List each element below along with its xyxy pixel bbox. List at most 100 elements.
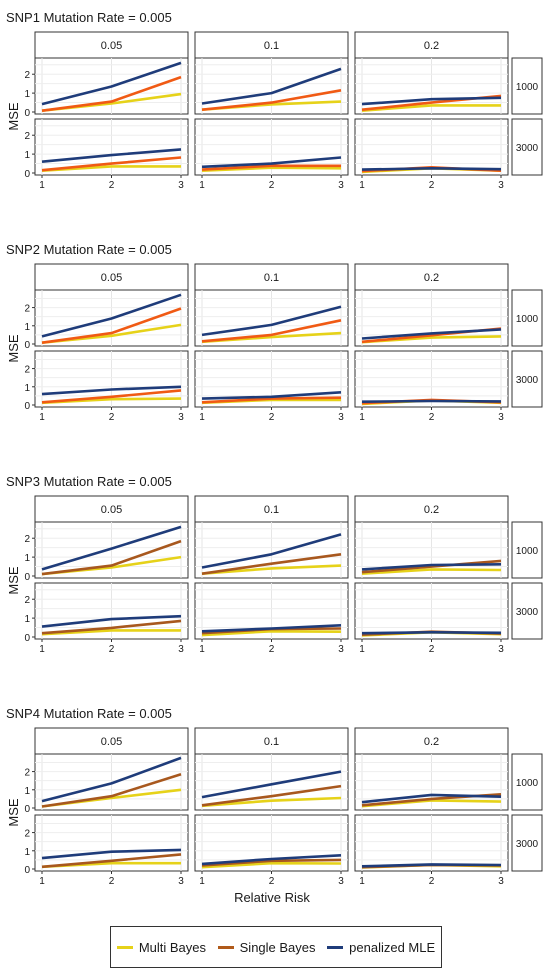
facet-label-col: 0.05 [101, 40, 122, 52]
x-tick-label: 1 [199, 412, 205, 423]
x-tick-label: 3 [338, 876, 344, 887]
facet-label-row: 3000 [516, 839, 539, 850]
series-line-single [201, 89, 342, 111]
y-tick-label: 0 [24, 865, 30, 876]
legend-swatch-penalized-mle [327, 945, 344, 949]
facet-label-col: 0.1 [264, 504, 279, 516]
panel-0.1-3000: 1 2 3 [194, 582, 349, 655]
panel-0.2-3000: 1 2 3 [354, 814, 509, 887]
facet-strip-row [511, 582, 543, 640]
series-line-mle [201, 533, 342, 569]
facet-strip-col [34, 263, 189, 291]
y-tick-label: 1 [24, 614, 30, 625]
x-tick-label: 1 [359, 876, 365, 887]
facet-strip-col [34, 31, 189, 59]
panel-0.2-3000: 1 2 3 [354, 582, 509, 655]
x-tick-label: 1 [199, 876, 205, 887]
series-line-single [201, 396, 342, 404]
y-tick-label: 2 [24, 304, 30, 315]
panel-0.2-1000 [354, 57, 509, 115]
legend-swatch-multi-bayes [116, 945, 133, 949]
series-line-mle [361, 96, 502, 106]
y-tick-label: 2 [24, 768, 30, 779]
panel-0.1-1000 [194, 753, 349, 811]
series-line-single [201, 319, 342, 343]
series-line-mle [361, 793, 502, 804]
x-tick-label: 1 [199, 644, 205, 655]
series-line-multi [41, 629, 181, 636]
y-tick-label: 0 [24, 804, 30, 815]
y-tick-label: 1 [24, 383, 30, 394]
facet-label-row: 1000 [516, 778, 539, 789]
panel-0.1-3000: 1 2 3 [194, 350, 349, 423]
facet-label-row: 3000 [516, 375, 539, 386]
facet-label-col: 0.05 [101, 272, 122, 284]
series-line-single [41, 853, 182, 869]
series-line-mle [361, 863, 502, 868]
x-tick-label: 2 [269, 180, 275, 191]
legend-item-single-bayes: Single Bayes [217, 940, 316, 955]
facet-strip-col [194, 263, 349, 291]
series-line-multi [201, 796, 342, 808]
y-tick-label: 0 [24, 340, 30, 351]
x-tick-label: 1 [39, 876, 45, 887]
panel-0.2-3000: 1 2 3 [354, 350, 509, 423]
y-tick-label: 0 [24, 401, 30, 412]
facet-label-col: 0.2 [424, 736, 439, 748]
series-line-mle [201, 391, 342, 400]
series-line-mle [41, 525, 182, 571]
facet-label-col: 0.1 [264, 736, 279, 748]
legend-item-penalized-mle: penalized MLE [327, 940, 435, 955]
facet-label-row: 3000 [516, 607, 539, 618]
series-line-mle [41, 61, 182, 106]
x-tick-label: 3 [178, 180, 184, 191]
x-tick-label: 1 [39, 644, 45, 655]
series-line-single [41, 773, 182, 808]
y-tick-label: 2 [24, 131, 30, 142]
facet-label-col: 0.05 [101, 736, 122, 748]
facet-label-col: 0.2 [424, 504, 439, 516]
panel-0.1-1000 [194, 521, 349, 579]
series-line-mle [41, 385, 182, 396]
series-line-mle [41, 848, 182, 860]
facet-strip-row [511, 118, 543, 176]
chart-title: SNP3 Mutation Rate = 0.005 [6, 474, 172, 489]
series-line-mle [201, 67, 342, 105]
series-line-mle [201, 770, 342, 799]
facet-strip-row [511, 753, 543, 811]
legend-label-multi-bayes: Multi Bayes [138, 939, 207, 955]
facet-label-row: 3000 [516, 143, 539, 154]
series-line-single [41, 619, 182, 635]
y-tick-label: 1 [24, 786, 30, 797]
panel-0.05-1000: 0 1 2 [24, 57, 189, 119]
x-tick-label: 3 [498, 876, 504, 887]
facet-strip-col [354, 727, 509, 755]
facet-strip-col [194, 727, 349, 755]
y-axis-label: MSE [6, 566, 21, 595]
series-line-mle [201, 156, 342, 169]
y-axis-label: MSE [6, 798, 21, 827]
facet-strip-row [511, 814, 543, 872]
facet-strip-col [354, 495, 509, 523]
facet-strip-col [194, 31, 349, 59]
panel-0.05-1000: 0 1 2 [24, 521, 189, 583]
facet-label-col: 0.1 [264, 272, 279, 284]
panel-0.1-1000 [194, 57, 349, 115]
y-tick-label: 0 [24, 108, 30, 119]
facet-strip-row [511, 57, 543, 115]
y-tick-label: 0 [24, 572, 30, 583]
series-line-mle [361, 399, 502, 403]
x-tick-label: 2 [429, 412, 435, 423]
y-tick-label: 2 [24, 829, 30, 840]
x-tick-label: 2 [429, 644, 435, 655]
y-tick-label: 2 [24, 595, 30, 606]
x-tick-label: 2 [269, 876, 275, 887]
legend-item-multi-bayes: Multi Bayes [116, 939, 207, 955]
series-line-single [41, 156, 182, 172]
y-tick-label: 1 [24, 322, 30, 333]
